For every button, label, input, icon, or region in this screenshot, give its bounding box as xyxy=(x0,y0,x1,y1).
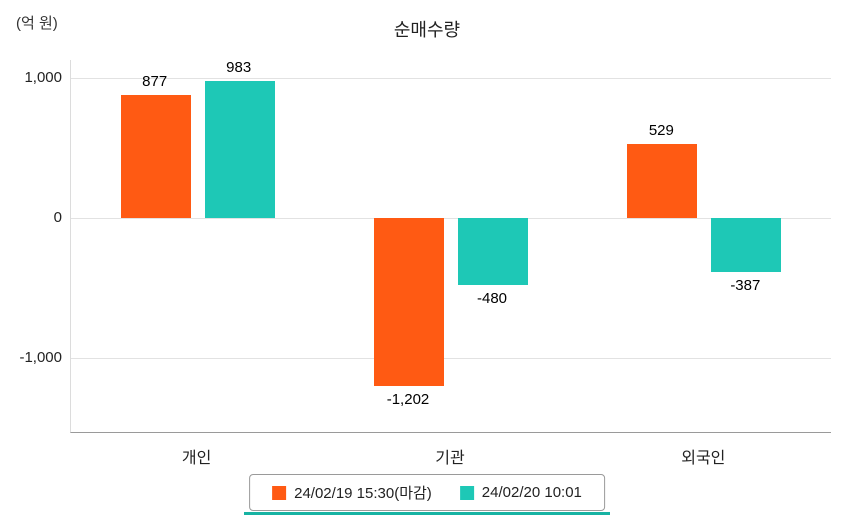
value-label: -387 xyxy=(730,277,761,295)
value-label: 877 xyxy=(142,73,168,91)
gridline xyxy=(71,78,831,80)
value-label: 529 xyxy=(648,122,674,140)
x-category-label: 개인 xyxy=(181,450,212,467)
legend-underline xyxy=(244,512,610,515)
y-tick-label: -1,000 xyxy=(19,348,62,366)
bar-series2 xyxy=(458,218,528,286)
y-tick-label: 1,000 xyxy=(24,69,62,87)
x-category-label: 기관 xyxy=(435,450,465,467)
legend-label-series2: 24/02/20 10:01 xyxy=(481,484,582,501)
legend: 24/02/19 15:30(마감) 24/02/20 10:01 xyxy=(249,474,605,511)
gridline xyxy=(71,357,831,359)
gridline xyxy=(71,218,831,220)
value-label: 983 xyxy=(226,58,252,76)
bar-series1 xyxy=(374,218,444,387)
plot-area xyxy=(70,60,831,433)
bar-series1 xyxy=(120,95,191,219)
x-category-label: 외국인 xyxy=(681,450,726,467)
bar-series2 xyxy=(204,80,275,219)
series1-swatch-icon xyxy=(272,485,287,500)
y-tick-label: 0 xyxy=(53,209,62,227)
bar-series1 xyxy=(627,144,698,219)
y-axis-unit-label: (억 원) xyxy=(16,15,58,32)
legend-item-series2[interactable]: 24/02/20 10:01 xyxy=(459,484,582,501)
legend-label-series1: 24/02/19 15:30(마감) xyxy=(294,485,432,502)
value-label: -1,202 xyxy=(386,391,430,409)
series2-swatch-icon xyxy=(459,485,474,500)
legend-item-series1[interactable]: 24/02/19 15:30(마감) xyxy=(272,482,432,503)
value-label: -480 xyxy=(476,290,508,308)
chart-title: 순매수량 xyxy=(393,20,461,40)
bar-series2 xyxy=(711,218,782,273)
